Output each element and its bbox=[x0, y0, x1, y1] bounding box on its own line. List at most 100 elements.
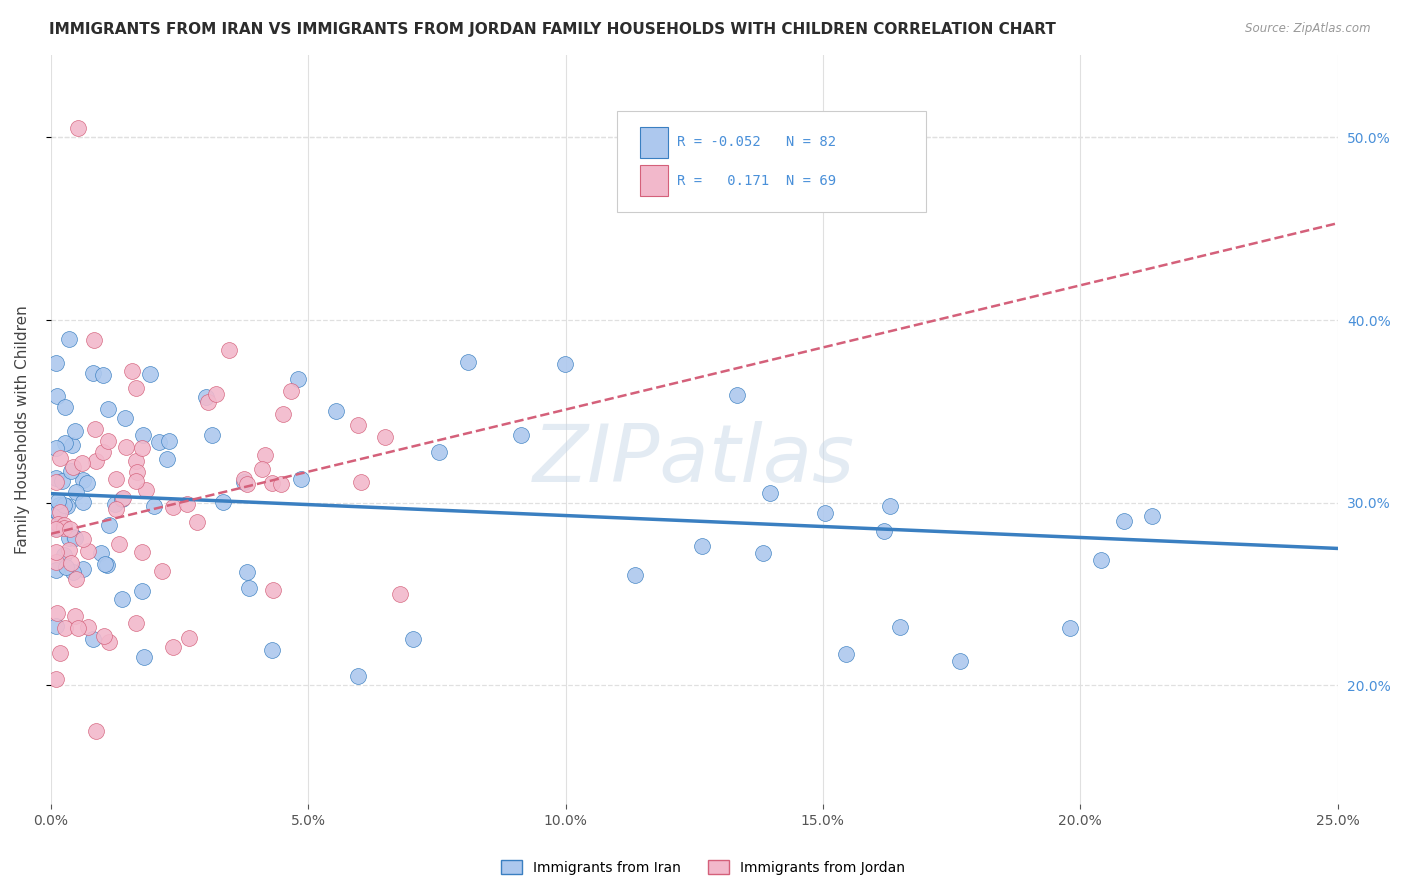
Point bbox=[150, 565, 173, 579]
Point bbox=[63, 530, 86, 544]
Point bbox=[949, 654, 972, 668]
Point bbox=[91, 368, 114, 382]
Point bbox=[197, 394, 219, 409]
Point bbox=[55, 559, 77, 574]
Point bbox=[53, 498, 76, 512]
Point bbox=[46, 516, 69, 531]
Point bbox=[186, 515, 208, 529]
Text: R = -0.052   N = 82: R = -0.052 N = 82 bbox=[678, 135, 837, 149]
Point bbox=[72, 473, 94, 487]
Point bbox=[112, 491, 135, 505]
Text: R =   0.171  N = 69: R = 0.171 N = 69 bbox=[678, 174, 837, 188]
Point bbox=[872, 524, 894, 539]
Point bbox=[752, 546, 775, 560]
Point bbox=[510, 428, 533, 442]
Point bbox=[48, 493, 70, 508]
Point bbox=[60, 438, 83, 452]
Point bbox=[725, 388, 748, 402]
Point bbox=[46, 606, 69, 620]
Point bbox=[67, 621, 90, 635]
Point bbox=[93, 557, 115, 571]
Point bbox=[1140, 508, 1163, 523]
Point bbox=[90, 546, 112, 560]
Point bbox=[62, 460, 84, 475]
Point bbox=[889, 620, 911, 634]
Point bbox=[63, 424, 86, 438]
Point bbox=[58, 531, 80, 545]
Point bbox=[63, 531, 86, 545]
Point bbox=[48, 498, 70, 512]
Point bbox=[205, 387, 228, 401]
Point bbox=[148, 435, 170, 450]
Point bbox=[250, 462, 273, 476]
Point bbox=[350, 475, 373, 489]
Point bbox=[115, 440, 138, 454]
Point bbox=[72, 532, 94, 546]
Point bbox=[53, 400, 76, 414]
Point bbox=[60, 556, 83, 570]
Point bbox=[104, 497, 127, 511]
Point bbox=[58, 543, 80, 558]
Point bbox=[45, 475, 67, 490]
Point bbox=[70, 456, 93, 470]
Point bbox=[814, 506, 837, 520]
Point bbox=[121, 364, 143, 378]
Point bbox=[77, 543, 100, 558]
Point bbox=[45, 545, 67, 559]
Point bbox=[124, 453, 146, 467]
Point bbox=[131, 545, 153, 559]
Point bbox=[238, 581, 260, 595]
Point bbox=[45, 441, 67, 455]
Point bbox=[195, 391, 218, 405]
Point bbox=[59, 464, 82, 478]
Point bbox=[162, 640, 184, 654]
Point bbox=[270, 477, 292, 491]
Point bbox=[51, 474, 73, 488]
Point bbox=[45, 471, 67, 485]
Point bbox=[53, 518, 76, 533]
Point bbox=[66, 121, 89, 136]
Point bbox=[127, 465, 149, 479]
Point bbox=[65, 485, 87, 500]
Point bbox=[179, 631, 201, 645]
Point bbox=[457, 354, 479, 368]
Point bbox=[131, 441, 153, 455]
Point bbox=[374, 430, 396, 444]
Point bbox=[125, 475, 148, 489]
Point bbox=[156, 451, 179, 466]
Point bbox=[105, 472, 128, 486]
Point bbox=[65, 572, 87, 586]
Point bbox=[108, 537, 131, 551]
FancyBboxPatch shape bbox=[640, 165, 668, 196]
Point bbox=[233, 473, 256, 487]
Point bbox=[162, 500, 184, 514]
Point bbox=[83, 422, 105, 436]
Point bbox=[346, 668, 368, 682]
Point bbox=[236, 476, 259, 491]
Point bbox=[135, 483, 157, 497]
Point bbox=[53, 521, 76, 535]
Point bbox=[72, 562, 94, 576]
Point bbox=[759, 486, 782, 500]
Point bbox=[62, 565, 84, 579]
Point bbox=[76, 475, 98, 490]
Point bbox=[97, 517, 120, 532]
Point bbox=[131, 583, 153, 598]
Point bbox=[59, 522, 82, 536]
Point bbox=[111, 492, 134, 507]
Y-axis label: Family Households with Children: Family Households with Children bbox=[15, 305, 30, 554]
Point bbox=[45, 522, 67, 536]
Legend: Immigrants from Iran, Immigrants from Jordan: Immigrants from Iran, Immigrants from Jo… bbox=[495, 855, 911, 880]
Point bbox=[46, 505, 69, 519]
Point bbox=[262, 583, 284, 598]
Point bbox=[325, 403, 347, 417]
Point bbox=[105, 502, 128, 516]
Point bbox=[132, 649, 155, 664]
Point bbox=[218, 343, 240, 358]
Text: Source: ZipAtlas.com: Source: ZipAtlas.com bbox=[1246, 22, 1371, 36]
Point bbox=[125, 616, 148, 631]
Point bbox=[690, 539, 713, 553]
Point bbox=[427, 445, 450, 459]
Point bbox=[402, 632, 425, 646]
Point bbox=[45, 672, 67, 686]
